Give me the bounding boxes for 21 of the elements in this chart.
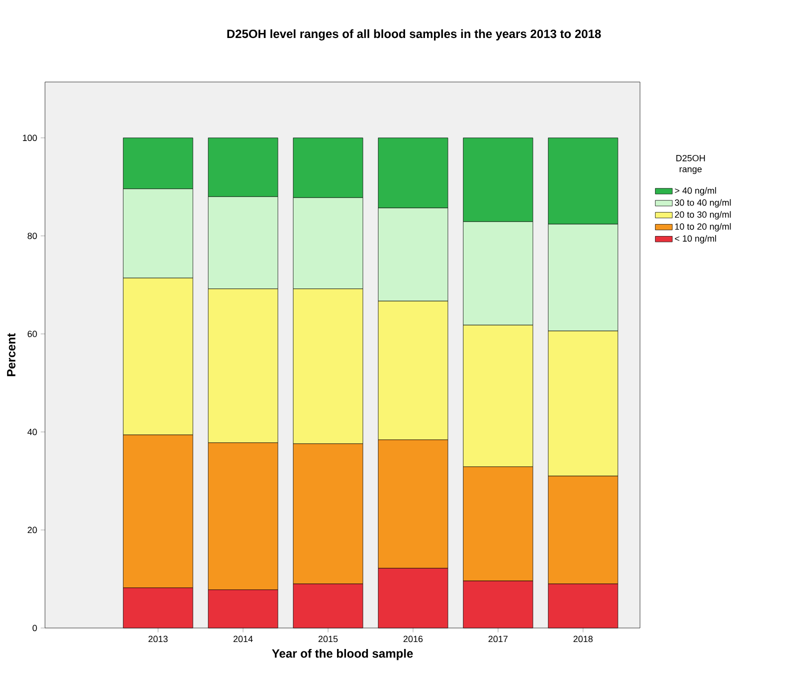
x-tick-label: 2018 <box>574 636 593 642</box>
legend-label: 20 to 30 ng/ml <box>674 211 731 220</box>
x-tick-label: 2017 <box>488 636 508 642</box>
legend-title: D25OH range <box>676 154 705 174</box>
x-tick-label: 2014 <box>234 636 253 642</box>
y-tick-label: 60 <box>28 330 37 338</box>
y-axis-title: Percent <box>7 333 16 376</box>
legend-label: 30 to 40 ng/ml <box>674 199 731 208</box>
legend-label: > 40 ng/ml <box>674 187 716 196</box>
x-tick-label: 2013 <box>148 636 168 642</box>
legend-label: < 10 ng/ml <box>674 235 716 244</box>
x-axis-title: Year of the blood sample <box>272 648 413 660</box>
chart-title: D25OH level ranges of all blood samples in the years 2013 to 2018 <box>227 29 601 40</box>
y-tick-label: 100 <box>22 134 37 142</box>
legend-label: 10 to 20 ng/ml <box>675 223 731 232</box>
x-tick-label: 2015 <box>318 636 338 642</box>
y-tick-label: 80 <box>28 232 37 240</box>
y-tick-label: 0 <box>32 624 37 632</box>
y-tick-label: 40 <box>27 428 37 436</box>
y-tick-label: 20 <box>28 526 37 534</box>
x-tick-label: 2016 <box>404 636 423 642</box>
